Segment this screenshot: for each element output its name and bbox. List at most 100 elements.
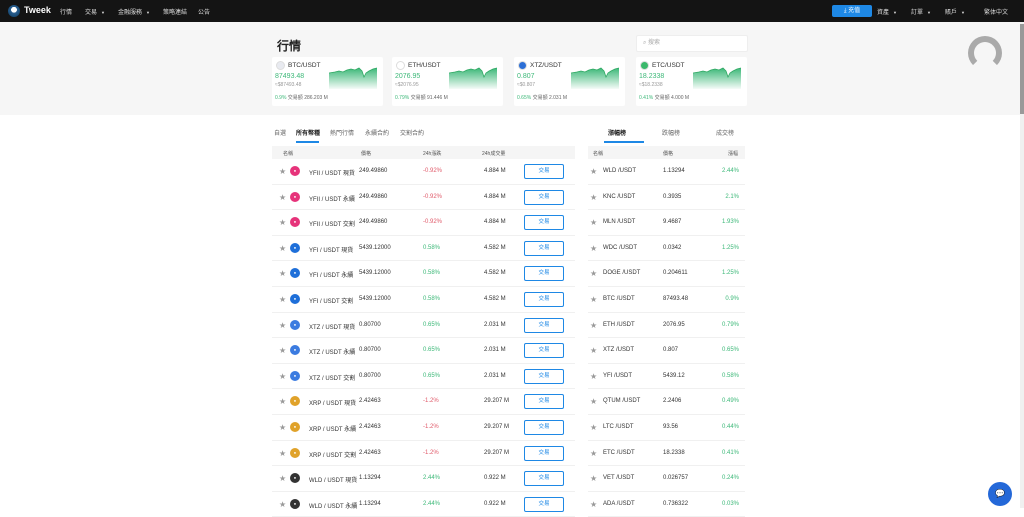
favorite-star-icon[interactable]: ★ [590, 167, 598, 176]
chat-support-button[interactable]: 💬 [988, 482, 1012, 506]
header-menu[interactable]: 訂單 ▼ [911, 7, 931, 16]
ranking-row[interactable]: ★ DOGE /USDT 0.204611 1.25% [588, 261, 745, 287]
brand-name[interactable]: Tweek [24, 5, 51, 15]
favorite-star-icon[interactable]: ★ [279, 397, 287, 407]
ranking-row[interactable]: ★ BTC /USDT 87493.48 0.9% [588, 287, 745, 313]
favorite-star-icon[interactable]: ★ [590, 474, 598, 484]
ranking-row[interactable]: ★ LTC /USDT 93.56 0.44% [588, 415, 745, 441]
deposit-button[interactable]: ⤓ 充值 [832, 5, 872, 17]
table-row[interactable]: ★ ● WLD / USDT 永續 1.13294 2.44% 0.922 M 交易 [272, 492, 575, 517]
nav-item[interactable]: 交易 ▼ [85, 7, 105, 16]
trade-button[interactable]: 交易 [524, 368, 564, 384]
table-row[interactable]: ★ ● YFI / USDT 交割 5439.12000 0.58% 4.582 M 交易 [272, 287, 575, 313]
table-row[interactable]: ★ ● XTZ / USDT 永續 0.80700 0.65% 2.031 M 交易 [272, 338, 575, 364]
tab-ranking[interactable]: 跌幅榜 [662, 131, 681, 137]
trade-button[interactable]: 交易 [524, 189, 564, 205]
favorite-star-icon[interactable]: ★ [279, 269, 287, 279]
favorite-star-icon[interactable]: ★ [279, 423, 287, 432]
header-menu[interactable]: 賬戶 ▼ [945, 7, 965, 16]
nav-item[interactable]: 策略連結 [163, 7, 187, 16]
header-menu[interactable]: 資產 ▼ [877, 7, 897, 16]
favorite-star-icon[interactable]: ★ [590, 371, 598, 381]
favorite-star-icon[interactable]: ★ [279, 295, 287, 304]
ranking-row[interactable]: ★ MLN /USDT 9.4687 1.93% [588, 210, 745, 236]
market-card[interactable]: BTC/USDT 87493.48 ≈$87493.48 0.9% 交易額 286.2… [272, 57, 383, 106]
table-row[interactable]: ★ ● YFII / USDT 現貨 249.49860 -0.92% 4.884 M 交易 [272, 159, 575, 185]
ranking-row[interactable]: ★ ETH /USDT 2076.95 0.79% [588, 313, 745, 339]
tweek-logo-icon[interactable] [8, 5, 20, 17]
col-change[interactable]: 24h漲跌 [423, 151, 442, 157]
table-row[interactable]: ★ ● XRP / USDT 現貨 2.42463 -1.2% 29.207 M 交易 [272, 389, 575, 415]
market-card[interactable]: XTZ/USDT 0.807 ≈$0.807 0.65% 交易額 2.031 M [514, 57, 625, 106]
favorite-star-icon[interactable]: ★ [279, 320, 287, 330]
tab-ranking[interactable]: 漲幅榜 [608, 131, 627, 137]
trade-button[interactable]: 交易 [524, 343, 564, 359]
trade-button[interactable]: 交易 [524, 394, 564, 410]
market-card[interactable]: ETH/USDT 2076.95 ≈$2076.95 0.79% 交易額 91.446… [392, 57, 503, 106]
favorite-star-icon[interactable]: ★ [279, 167, 287, 176]
ranking-row[interactable]: ★ ADA /USDT 0.736322 0.03% [588, 492, 745, 517]
search-input[interactable]: ⌕ 搜索 [636, 35, 748, 52]
favorite-star-icon[interactable]: ★ [279, 218, 287, 228]
nav-item[interactable]: 公告 [198, 7, 210, 16]
trade-button[interactable]: 交易 [524, 266, 564, 282]
favorite-star-icon[interactable]: ★ [279, 243, 287, 253]
nav-item[interactable]: 金融服務 ▼ [118, 7, 150, 16]
trade-button[interactable]: 交易 [524, 240, 564, 256]
market-card[interactable]: ETC/USDT 18.2338 ≈$18.2338 0.41% 交易額 4.000 … [636, 57, 747, 106]
ranking-row[interactable]: ★ QTUM /USDT 2.2406 0.49% [588, 389, 745, 415]
language-selector[interactable]: 繁体中文 [984, 10, 1009, 16]
tab-market[interactable]: 自選 [274, 131, 287, 137]
favorite-star-icon[interactable]: ★ [590, 448, 598, 458]
trade-button[interactable]: 交易 [524, 445, 564, 461]
favorite-star-icon[interactable]: ★ [279, 448, 287, 458]
favorite-star-icon[interactable]: ★ [590, 269, 598, 279]
favorite-star-icon[interactable]: ★ [590, 499, 598, 509]
trade-button[interactable]: 交易 [524, 496, 564, 512]
trade-button[interactable]: 交易 [524, 164, 564, 179]
table-row[interactable]: ★ ● XRP / USDT 交割 2.42463 -1.2% 29.207 M 交易 [272, 441, 575, 467]
favorite-star-icon[interactable]: ★ [279, 346, 287, 356]
table-row[interactable]: ★ ● YFI / USDT 永續 5439.12000 0.58% 4.582 M 交易 [272, 261, 575, 287]
favorite-star-icon[interactable]: ★ [590, 423, 598, 432]
favorite-star-icon[interactable]: ★ [590, 320, 598, 330]
ranking-row[interactable]: ★ VET /USDT 0.026757 0.24% [588, 466, 745, 492]
col-name[interactable]: 名稱 [283, 151, 294, 157]
tab-ranking[interactable]: 成交榜 [716, 131, 735, 137]
tab-market[interactable]: 熱門行情 [330, 131, 355, 137]
favorite-star-icon[interactable]: ★ [279, 474, 287, 484]
trade-button[interactable]: 交易 [524, 317, 564, 333]
table-row[interactable]: ★ ● XTZ / USDT 現貨 0.80700 0.65% 2.031 M 交易 [272, 313, 575, 339]
favorite-star-icon[interactable]: ★ [590, 218, 598, 228]
col-volume[interactable]: 24h成交量 [482, 151, 506, 157]
ranking-row[interactable]: ★ ETC /USDT 18.2338 0.41% [588, 441, 745, 467]
favorite-star-icon[interactable]: ★ [590, 192, 598, 202]
ranking-row[interactable]: ★ WDC /USDT 0.0342 1.25% [588, 236, 745, 262]
favorite-star-icon[interactable]: ★ [590, 295, 598, 304]
table-row[interactable]: ★ ● WLD / USDT 現貨 1.13294 2.44% 0.922 M 交易 [272, 466, 575, 492]
trade-button[interactable]: 交易 [524, 292, 564, 307]
table-row[interactable]: ★ ● XTZ / USDT 交割 0.80700 0.65% 2.031 M 交易 [272, 364, 575, 390]
favorite-star-icon[interactable]: ★ [590, 243, 598, 253]
favorite-star-icon[interactable]: ★ [590, 346, 598, 356]
trade-button[interactable]: 交易 [524, 471, 564, 487]
favorite-star-icon[interactable]: ★ [279, 192, 287, 202]
page-scrollbar[interactable] [1020, 22, 1024, 508]
table-row[interactable]: ★ ● XRP / USDT 永續 2.42463 -1.2% 29.207 M 交易 [272, 415, 575, 441]
table-row[interactable]: ★ ● YFII / USDT 永續 249.49860 -0.92% 4.884 M 交易 [272, 185, 575, 211]
favorite-star-icon[interactable]: ★ [279, 499, 287, 509]
table-row[interactable]: ★ ● YFI / USDT 現貨 5439.12000 0.58% 4.582 M 交易 [272, 236, 575, 262]
ranking-row[interactable]: ★ KNC /USDT 0.3935 2.1% [588, 185, 745, 211]
ranking-row[interactable]: ★ XTZ /USDT 0.807 0.65% [588, 338, 745, 364]
tab-market[interactable]: 交割合約 [400, 131, 425, 137]
favorite-star-icon[interactable]: ★ [590, 397, 598, 407]
tab-market[interactable]: 所有幣種 [296, 131, 321, 137]
col-price[interactable]: 價格 [361, 151, 372, 157]
favorite-star-icon[interactable]: ★ [279, 371, 287, 381]
table-row[interactable]: ★ ● YFII / USDT 交割 249.49860 -0.92% 4.884 M 交易 [272, 210, 575, 236]
ranking-row[interactable]: ★ YFI /USDT 5439.12 0.58% [588, 364, 745, 390]
tab-market[interactable]: 永續合約 [365, 131, 390, 137]
ranking-row[interactable]: ★ WLD /USDT 1.13294 2.44% [588, 159, 745, 185]
trade-button[interactable]: 交易 [524, 215, 564, 231]
nav-item[interactable]: 行情 [60, 7, 72, 16]
